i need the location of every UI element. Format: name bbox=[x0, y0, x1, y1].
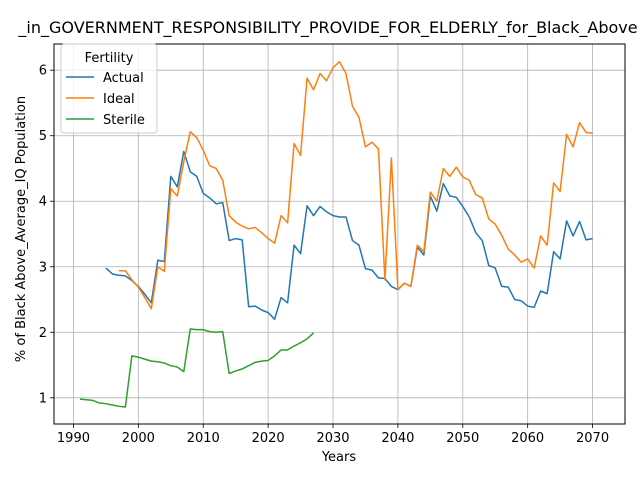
x-tick-label: 2020 bbox=[252, 431, 285, 446]
series-lines bbox=[79, 60, 593, 408]
y-tick-label: 5 bbox=[39, 129, 47, 144]
y-axis-label: % of Black Above_Average_IQ Population bbox=[14, 96, 29, 362]
x-axis-ticks: 1990 2000 2010 2020 2030 2040 2050 2060 2070 bbox=[57, 424, 609, 446]
y-axis-ticks: 1 2 3 4 5 6 bbox=[39, 64, 54, 406]
x-tick-label: 2050 bbox=[446, 431, 479, 446]
x-tick-label: 2010 bbox=[187, 431, 220, 446]
y-tick-label: 4 bbox=[39, 195, 47, 210]
x-axis-label: Years bbox=[321, 450, 357, 465]
x-tick-label: 2060 bbox=[511, 431, 544, 446]
x-tick-label: 2070 bbox=[576, 431, 609, 446]
legend-title: Fertility bbox=[85, 51, 134, 66]
legend: Fertility Actual Ideal Sterile bbox=[60, 43, 158, 134]
y-tick-label: 3 bbox=[39, 260, 47, 275]
grid bbox=[54, 44, 625, 424]
series-line-actual bbox=[105, 150, 593, 320]
legend-label-actual: Actual bbox=[103, 71, 144, 86]
y-tick-label: 2 bbox=[39, 326, 47, 341]
y-tick-label: 1 bbox=[39, 391, 47, 406]
series-line-ideal bbox=[118, 60, 593, 310]
x-tick-label: 1990 bbox=[57, 431, 90, 446]
x-tick-label: 2000 bbox=[122, 431, 155, 446]
legend-label-sterile: Sterile bbox=[103, 113, 145, 128]
legend-box bbox=[60, 43, 158, 134]
x-tick-label: 2040 bbox=[381, 431, 414, 446]
plot-frame bbox=[53, 43, 626, 425]
x-tick-label: 2030 bbox=[316, 431, 349, 446]
series-line-sterile bbox=[79, 328, 315, 408]
legend-label-ideal: Ideal bbox=[103, 92, 135, 107]
y-tick-label: 6 bbox=[39, 64, 47, 79]
chart-title: _in_GOVERNMENT_RESPONSIBILITY_PROVIDE_FO… bbox=[17, 18, 637, 38]
